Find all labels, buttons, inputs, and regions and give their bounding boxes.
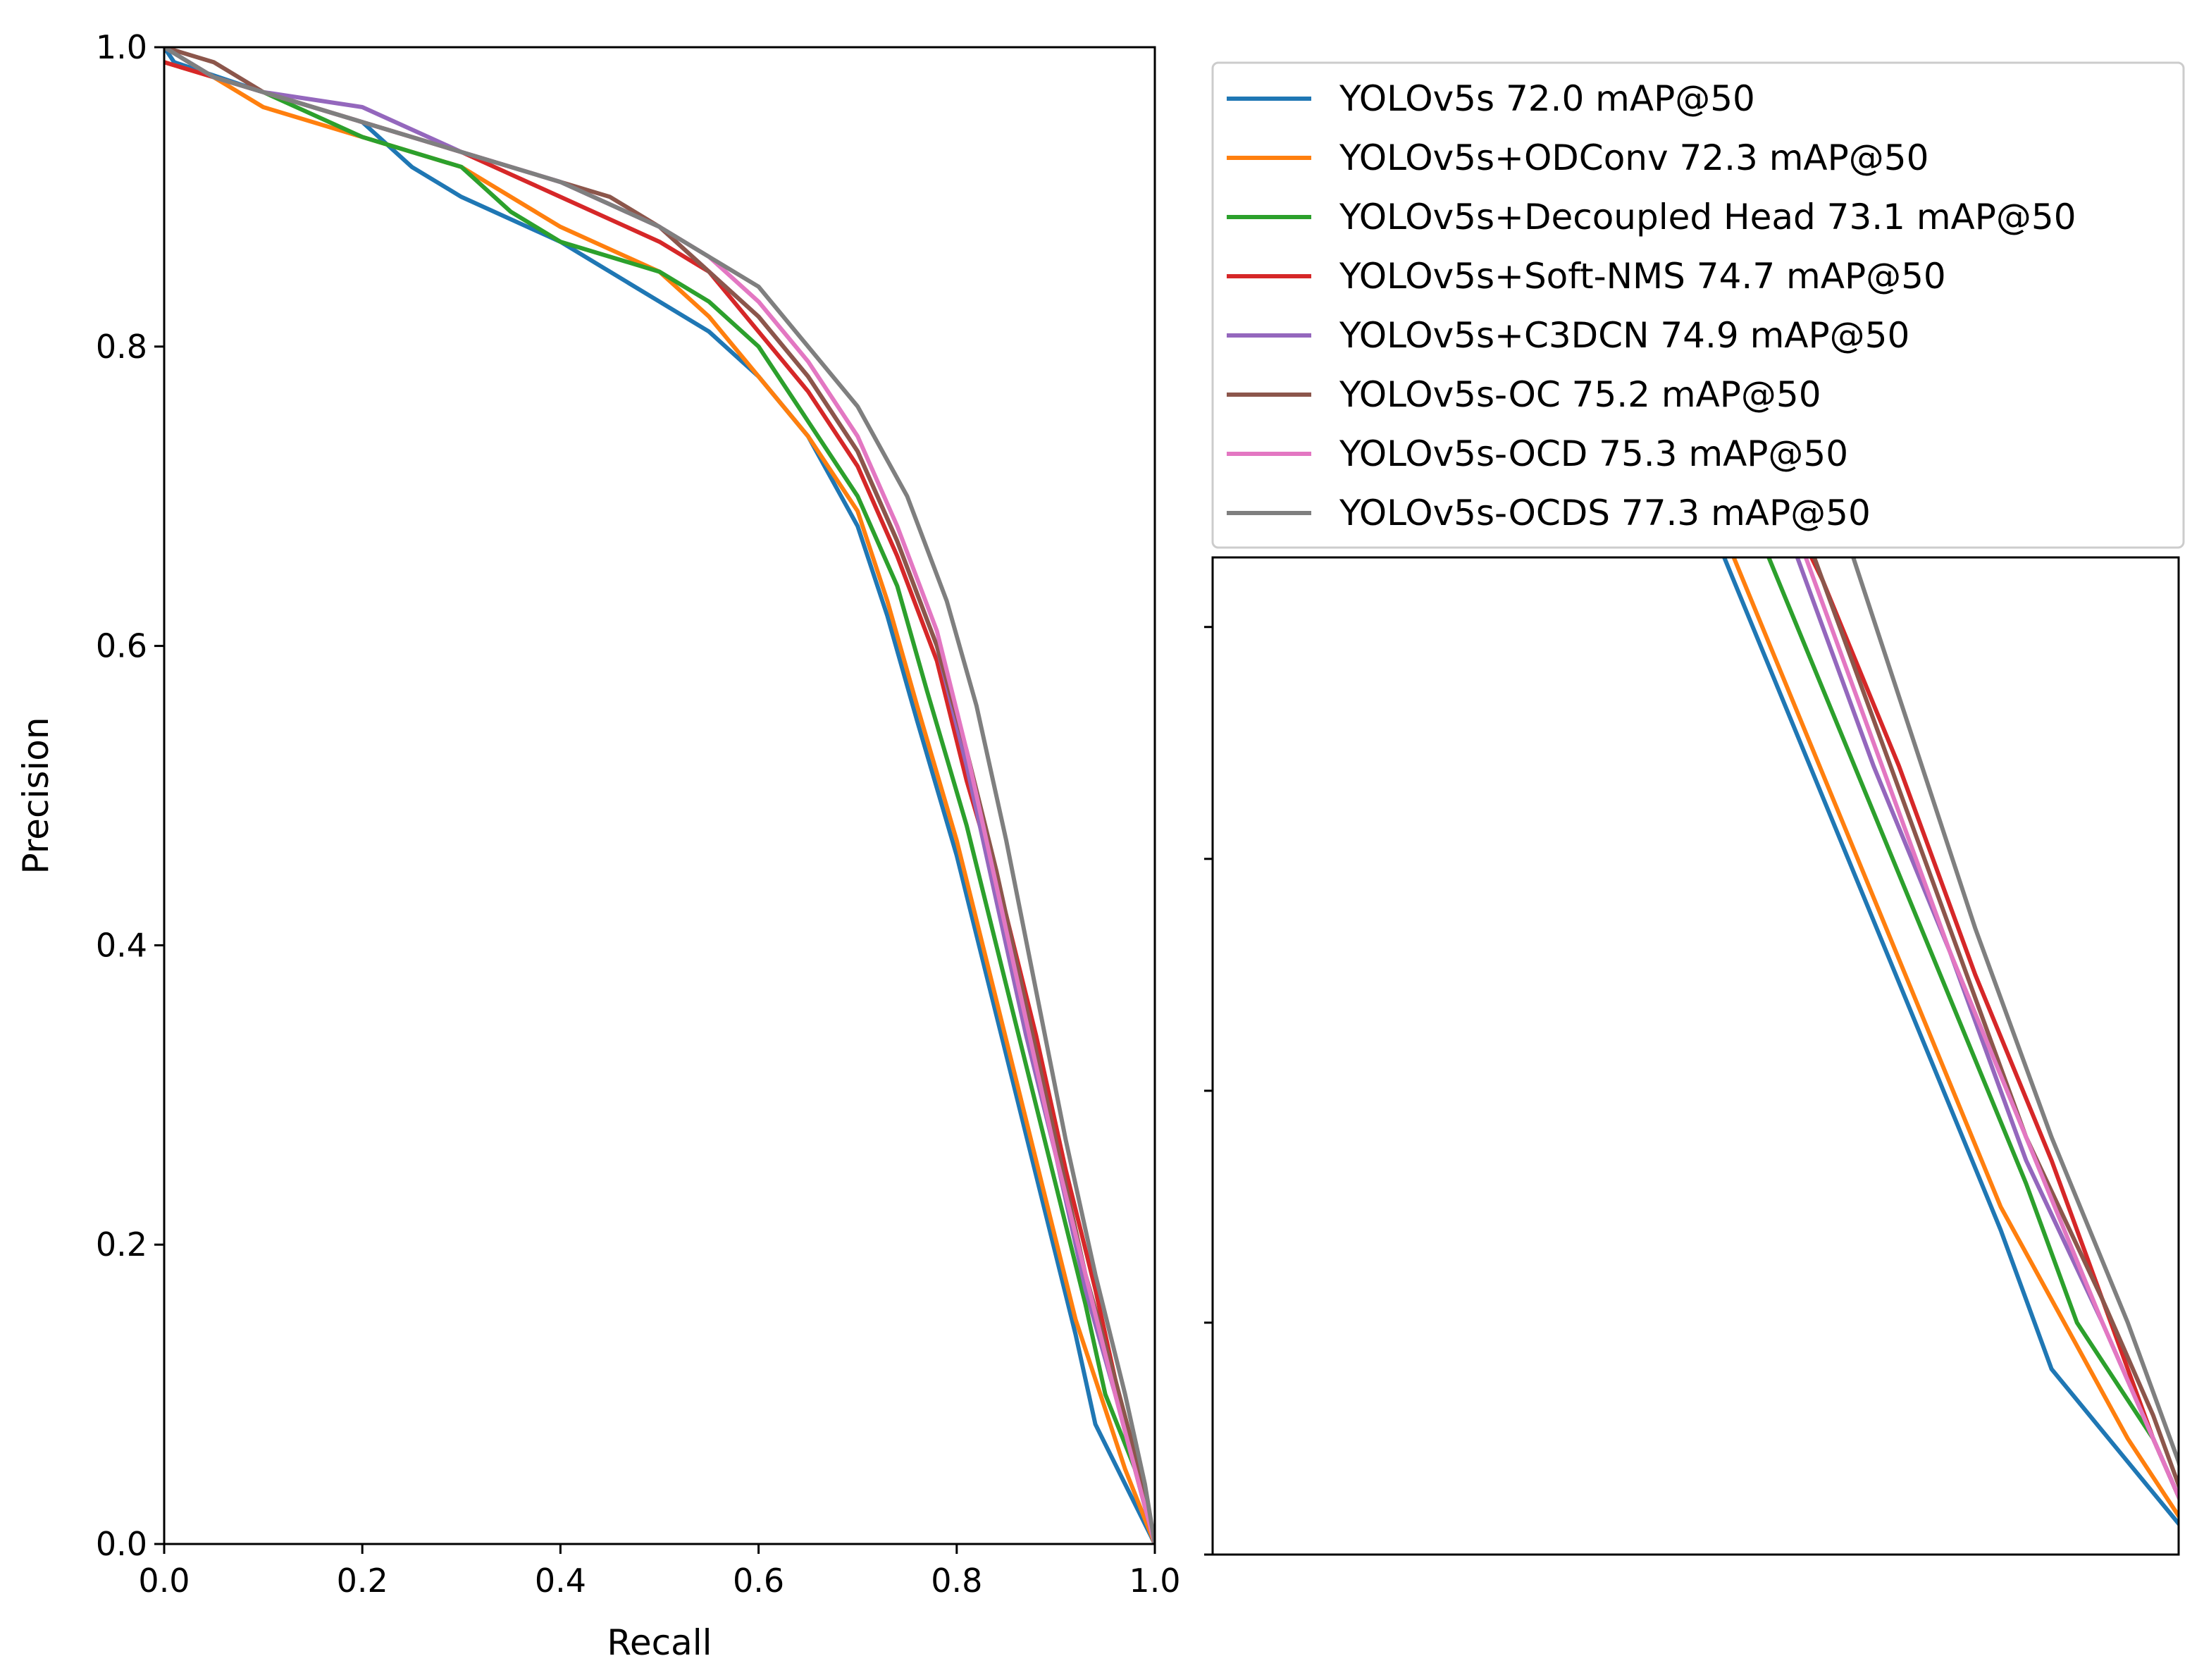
legend-label-yolov5s-decoupled-head-73-1-map-50: YOLOv5s+Decoupled Head 73.1 mAP@50	[1339, 197, 2076, 237]
zoom-series-line-yolov5s-odconv-72-3-map-50	[1731, 557, 2179, 1520]
x-axis-label: Recall	[607, 1622, 712, 1663]
zoom-series-line-yolov5s-oc-75-2-map-50	[1812, 557, 2179, 1492]
legend-label-yolov5s-ocd-75-3-map-50: YOLOv5s-OCD 75.3 mAP@50	[1339, 433, 1848, 474]
y-axis-label: Precision	[16, 717, 56, 874]
x-tick-label: 1.0	[1129, 1562, 1180, 1600]
legend-label-yolov5s-72-0-map-50: YOLOv5s 72.0 mAP@50	[1339, 78, 1755, 119]
zoom-inset-plot	[1204, 556, 2180, 1556]
y-tick-label: 0.2	[96, 1225, 147, 1264]
zoom-series-line-yolov5s-ocd-75-3-map-50	[1803, 557, 2179, 1502]
legend: YOLOv5s 72.0 mAP@50 YOLOv5s+ODConv 72.3 m…	[1211, 61, 2185, 549]
y-tick-label: 0.8	[96, 328, 147, 366]
main-plot-frame	[163, 46, 1156, 1545]
zoom-series-line-yolov5s-72-0-map-50	[1721, 557, 2179, 1527]
series-line-yolov5s-ocds-77-3-map-50	[164, 47, 1155, 1544]
zoom-series-line-yolov5s-soft-nms-74-7-map-50	[1809, 557, 2179, 1502]
y-tick-label: 0.6	[96, 627, 147, 665]
legend-label-yolov5s-oc-75-2-map-50: YOLOv5s-OC 75.2 mAP@50	[1339, 374, 1821, 415]
legend-label-yolov5s-soft-nms-74-7-map-50: YOLOv5s+Soft-NMS 74.7 mAP@50	[1339, 256, 1946, 297]
legend-box	[1211, 61, 2185, 549]
series-line-yolov5s-odconv-72-3-map-50	[164, 60, 1155, 1544]
y-tick-label: 0.0	[96, 1525, 147, 1563]
legend-label-yolov5s-c3dcn-74-9-map-50: YOLOv5s+C3DCN 74.9 mAP@50	[1339, 315, 1909, 356]
zoom-inset-frame	[1211, 556, 2180, 1556]
x-tick-label: 0.0	[138, 1562, 190, 1600]
legend-label-yolov5s-ocds-77-3-map-50: YOLOv5s-OCDS 77.3 mAP@50	[1339, 493, 1871, 533]
series-line-yolov5s-soft-nms-74-7-map-50	[164, 60, 1155, 1544]
y-tick-label: 1.0	[96, 28, 147, 66]
x-tick-label: 0.2	[337, 1562, 388, 1600]
x-tick-label: 0.6	[733, 1562, 784, 1600]
y-tick-label: 0.4	[96, 926, 147, 964]
zoom-series-line-yolov5s-decoupled-head-73-1-map-50	[1766, 557, 2179, 1502]
x-tick-label: 0.4	[535, 1562, 586, 1600]
series-line-yolov5s-decoupled-head-73-1-map-50	[164, 47, 1155, 1544]
zoom-series-line-yolov5s-ocds-77-3-map-50	[1851, 557, 2179, 1470]
legend-label-yolov5s-odconv-72-3-map-50: YOLOv5s+ODConv 72.3 mAP@50	[1339, 137, 1928, 178]
x-tick-label: 0.8	[931, 1562, 982, 1600]
zoom-series-line-yolov5s-c3dcn-74-9-map-50	[1795, 557, 2179, 1502]
main-plot: 0.0 0.2 0.4 0.6 0.8 1.0 0.0 0.2 0.4 0.6 0.8 1.0 Re…	[16, 28, 1181, 1663]
